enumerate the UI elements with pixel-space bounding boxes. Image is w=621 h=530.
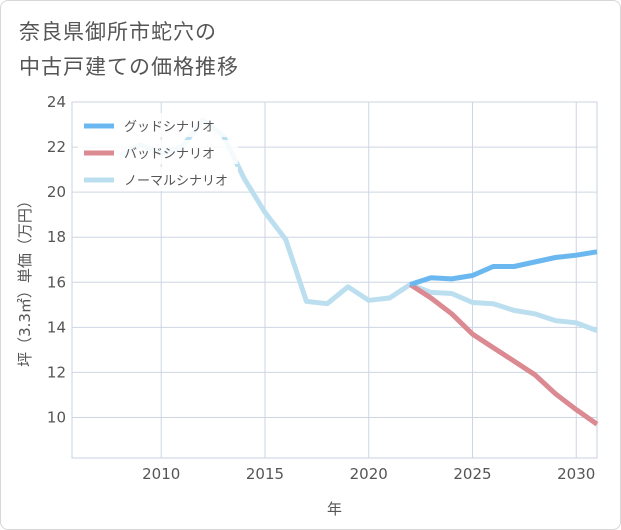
chart-title-line1: 奈良県御所市蛇穴の [19, 20, 217, 44]
legend-label: ノーマルシナリオ [124, 174, 228, 189]
legend-label: バッドシナリオ [124, 147, 215, 162]
x-axis-label: 年 [327, 500, 342, 518]
series-line [409, 249, 598, 287]
legend-label: グッドシナリオ [124, 120, 215, 135]
y-tick-label: 24 [47, 93, 66, 111]
chart-title: 奈良県御所市蛇穴の 中古戸建ての価格推移 [19, 15, 239, 85]
x-tick-label: 2030 [557, 465, 595, 483]
y-tick-label: 12 [47, 363, 66, 381]
y-axis-label: 坪（3.3㎡）単価（万円） [16, 193, 34, 367]
x-tick-label: 2025 [453, 465, 491, 483]
chart-title-line2: 中古戸建ての価格推移 [19, 55, 239, 79]
y-tick-label: 22 [47, 138, 66, 156]
y-tick-label: 16 [47, 273, 66, 291]
x-tick-label: 2020 [350, 465, 388, 483]
x-tick-label: 2010 [142, 465, 180, 483]
y-tick-label: 10 [47, 408, 66, 426]
y-tick-label: 18 [47, 228, 66, 246]
x-tick-label: 2015 [246, 465, 284, 483]
y-tick-label: 20 [47, 183, 66, 201]
y-tick-label: 14 [47, 318, 66, 336]
series-line [408, 282, 599, 427]
